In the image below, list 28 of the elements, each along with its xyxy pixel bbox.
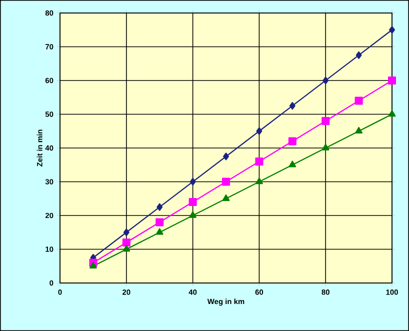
point — [322, 76, 329, 84]
point — [222, 178, 230, 186]
point — [322, 116, 330, 125]
point — [122, 238, 130, 246]
point — [354, 96, 363, 105]
point — [89, 262, 97, 269]
point — [223, 152, 230, 160]
point — [256, 127, 262, 135]
point — [388, 76, 396, 84]
point — [322, 144, 330, 150]
point — [156, 203, 163, 211]
point — [122, 245, 130, 252]
point — [222, 194, 230, 202]
point — [288, 137, 296, 146]
point — [356, 51, 362, 59]
point — [255, 178, 263, 184]
point — [123, 228, 130, 236]
point — [389, 26, 396, 34]
point — [289, 102, 296, 110]
point — [355, 126, 363, 134]
point — [188, 198, 197, 206]
point — [156, 228, 164, 235]
point — [156, 218, 164, 226]
point — [255, 157, 264, 166]
point — [190, 178, 196, 186]
point — [388, 110, 396, 117]
point — [288, 160, 296, 168]
point — [189, 211, 197, 218]
